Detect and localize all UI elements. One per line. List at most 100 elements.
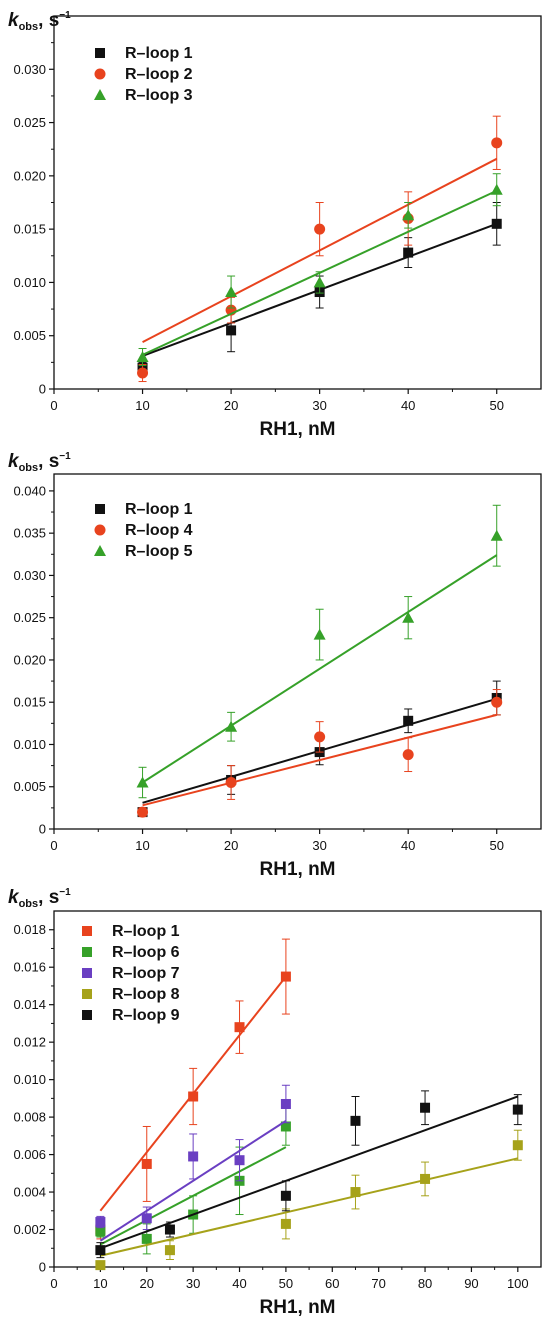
data-point: [188, 1091, 199, 1102]
chart-panel-2: 0 10 20 30 40 50 0 0.005 0.010 0.015 0.020 0.025 0.0…: [8, 451, 542, 880]
y-axis-title: kobs, s−1: [8, 887, 71, 910]
data-point: [491, 137, 503, 149]
y-tick-label: 0.005: [13, 779, 46, 794]
data-point: [137, 806, 149, 818]
x-tick-label: 40: [232, 1276, 246, 1291]
data-point: [313, 628, 326, 640]
x-tick-label: 10: [135, 838, 149, 853]
y-tick-label: 0.010: [13, 275, 46, 290]
series-r-loop-4: [137, 689, 503, 818]
data-point: [280, 1121, 291, 1132]
legend-label: R–loop 1: [125, 501, 193, 518]
data-point: [137, 367, 149, 379]
data-point: [420, 1102, 431, 1113]
legend-label: R–loop 1: [125, 45, 193, 62]
x-tick-label: 30: [312, 838, 326, 853]
x-tick-label: 30: [312, 398, 326, 413]
x-tick-label: 40: [401, 838, 415, 853]
y-tick-label: 0.035: [13, 526, 46, 541]
x-tick-label: 50: [489, 398, 503, 413]
series-r-loop-1: [95, 938, 291, 1240]
y-tick-label: 0.012: [13, 1035, 46, 1050]
y-tick-label: 0.010: [13, 737, 46, 752]
data-point: [314, 223, 326, 235]
y-tick-label: 0.018: [13, 922, 46, 937]
plot-frame: [53, 473, 542, 830]
data-point: [225, 286, 238, 298]
legend-marker: [94, 545, 106, 556]
data-point: [280, 1098, 291, 1109]
series-r-loop-3: [136, 173, 503, 367]
series-r-loop-8: [95, 1129, 523, 1271]
y-tick-label: 0.005: [13, 328, 46, 343]
legend-label: R–loop 9: [112, 1007, 180, 1024]
y-tick-label: 0.010: [13, 1072, 46, 1087]
x-tick-label: 20: [224, 398, 238, 413]
plot-frame: [53, 910, 542, 1268]
x-tick-label: 20: [140, 1276, 154, 1291]
legend-marker: [82, 926, 92, 936]
x-tick-label: 60: [325, 1276, 339, 1291]
x-tick-label: 80: [418, 1276, 432, 1291]
data-point: [95, 1217, 106, 1228]
y-axis-title: kobs, s−1: [8, 10, 71, 33]
data-point: [490, 183, 503, 195]
data-point: [234, 1022, 245, 1033]
fit-line: [142, 713, 497, 807]
y-tick-label: 0: [39, 822, 46, 837]
data-point: [350, 1115, 361, 1126]
data-point: [350, 1187, 361, 1198]
data-point: [225, 777, 237, 789]
fit-line: [99, 1120, 287, 1242]
data-point: [164, 1245, 175, 1256]
y-tick-label: 0.025: [13, 610, 46, 625]
data-point: [403, 247, 414, 258]
y-tick-label: 0.015: [13, 222, 46, 237]
legend-label: R–loop 7: [112, 965, 180, 982]
y-tick-label: 0.040: [13, 483, 46, 498]
x-axis-title: RH1, nM: [260, 419, 336, 440]
series-r-loop-7: [95, 1084, 291, 1242]
y-tick-label: 0.020: [13, 652, 46, 667]
x-tick-label: 90: [464, 1276, 478, 1291]
data-point: [225, 720, 238, 732]
series-r-loop-2: [137, 115, 503, 383]
y-tick-label: 0.015: [13, 695, 46, 710]
legend-label: R–loop 4: [125, 522, 193, 539]
y-tick-label: 0.006: [13, 1147, 46, 1162]
legend-marker: [94, 524, 106, 536]
data-point: [490, 529, 503, 541]
data-point: [402, 209, 415, 221]
series-r-loop-9: [95, 1090, 523, 1259]
x-tick-label: 0: [50, 1276, 57, 1291]
x-tick-label: 50: [489, 838, 503, 853]
legend-marker: [95, 504, 105, 514]
data-point: [491, 218, 502, 229]
x-tick-label: 40: [401, 398, 415, 413]
chart-panel-1: 0 10 20 30 40 50 0 0.005 0.010 0.015 0.020 0.025 0.0…: [8, 10, 542, 440]
legend-marker: [95, 48, 105, 58]
y-tick-label: 0.030: [13, 568, 46, 583]
y-axis-title: kobs, s−1: [8, 451, 71, 474]
x-tick-label: 100: [507, 1276, 529, 1291]
data-point: [491, 696, 503, 708]
data-point: [164, 1224, 175, 1235]
legend-marker: [94, 68, 106, 80]
data-point: [136, 776, 149, 788]
legend-marker: [82, 947, 92, 957]
x-axis-title: RH1, nM: [260, 859, 336, 880]
data-point: [136, 351, 149, 363]
x-tick-label: 10: [135, 398, 149, 413]
x-tick-label: 30: [186, 1276, 200, 1291]
legend-label: R–loop 1: [112, 923, 180, 940]
x-tick-label: 0: [50, 398, 57, 413]
data-point: [313, 276, 326, 288]
legend-marker: [82, 1010, 92, 1020]
x-tick-label: 10: [93, 1276, 107, 1291]
legend-label: R–loop 8: [112, 986, 180, 1003]
y-tick-label: 0.020: [13, 168, 46, 183]
y-tick-label: 0.030: [13, 62, 46, 77]
data-point: [403, 715, 414, 726]
y-tick-label: 0.014: [13, 997, 46, 1012]
